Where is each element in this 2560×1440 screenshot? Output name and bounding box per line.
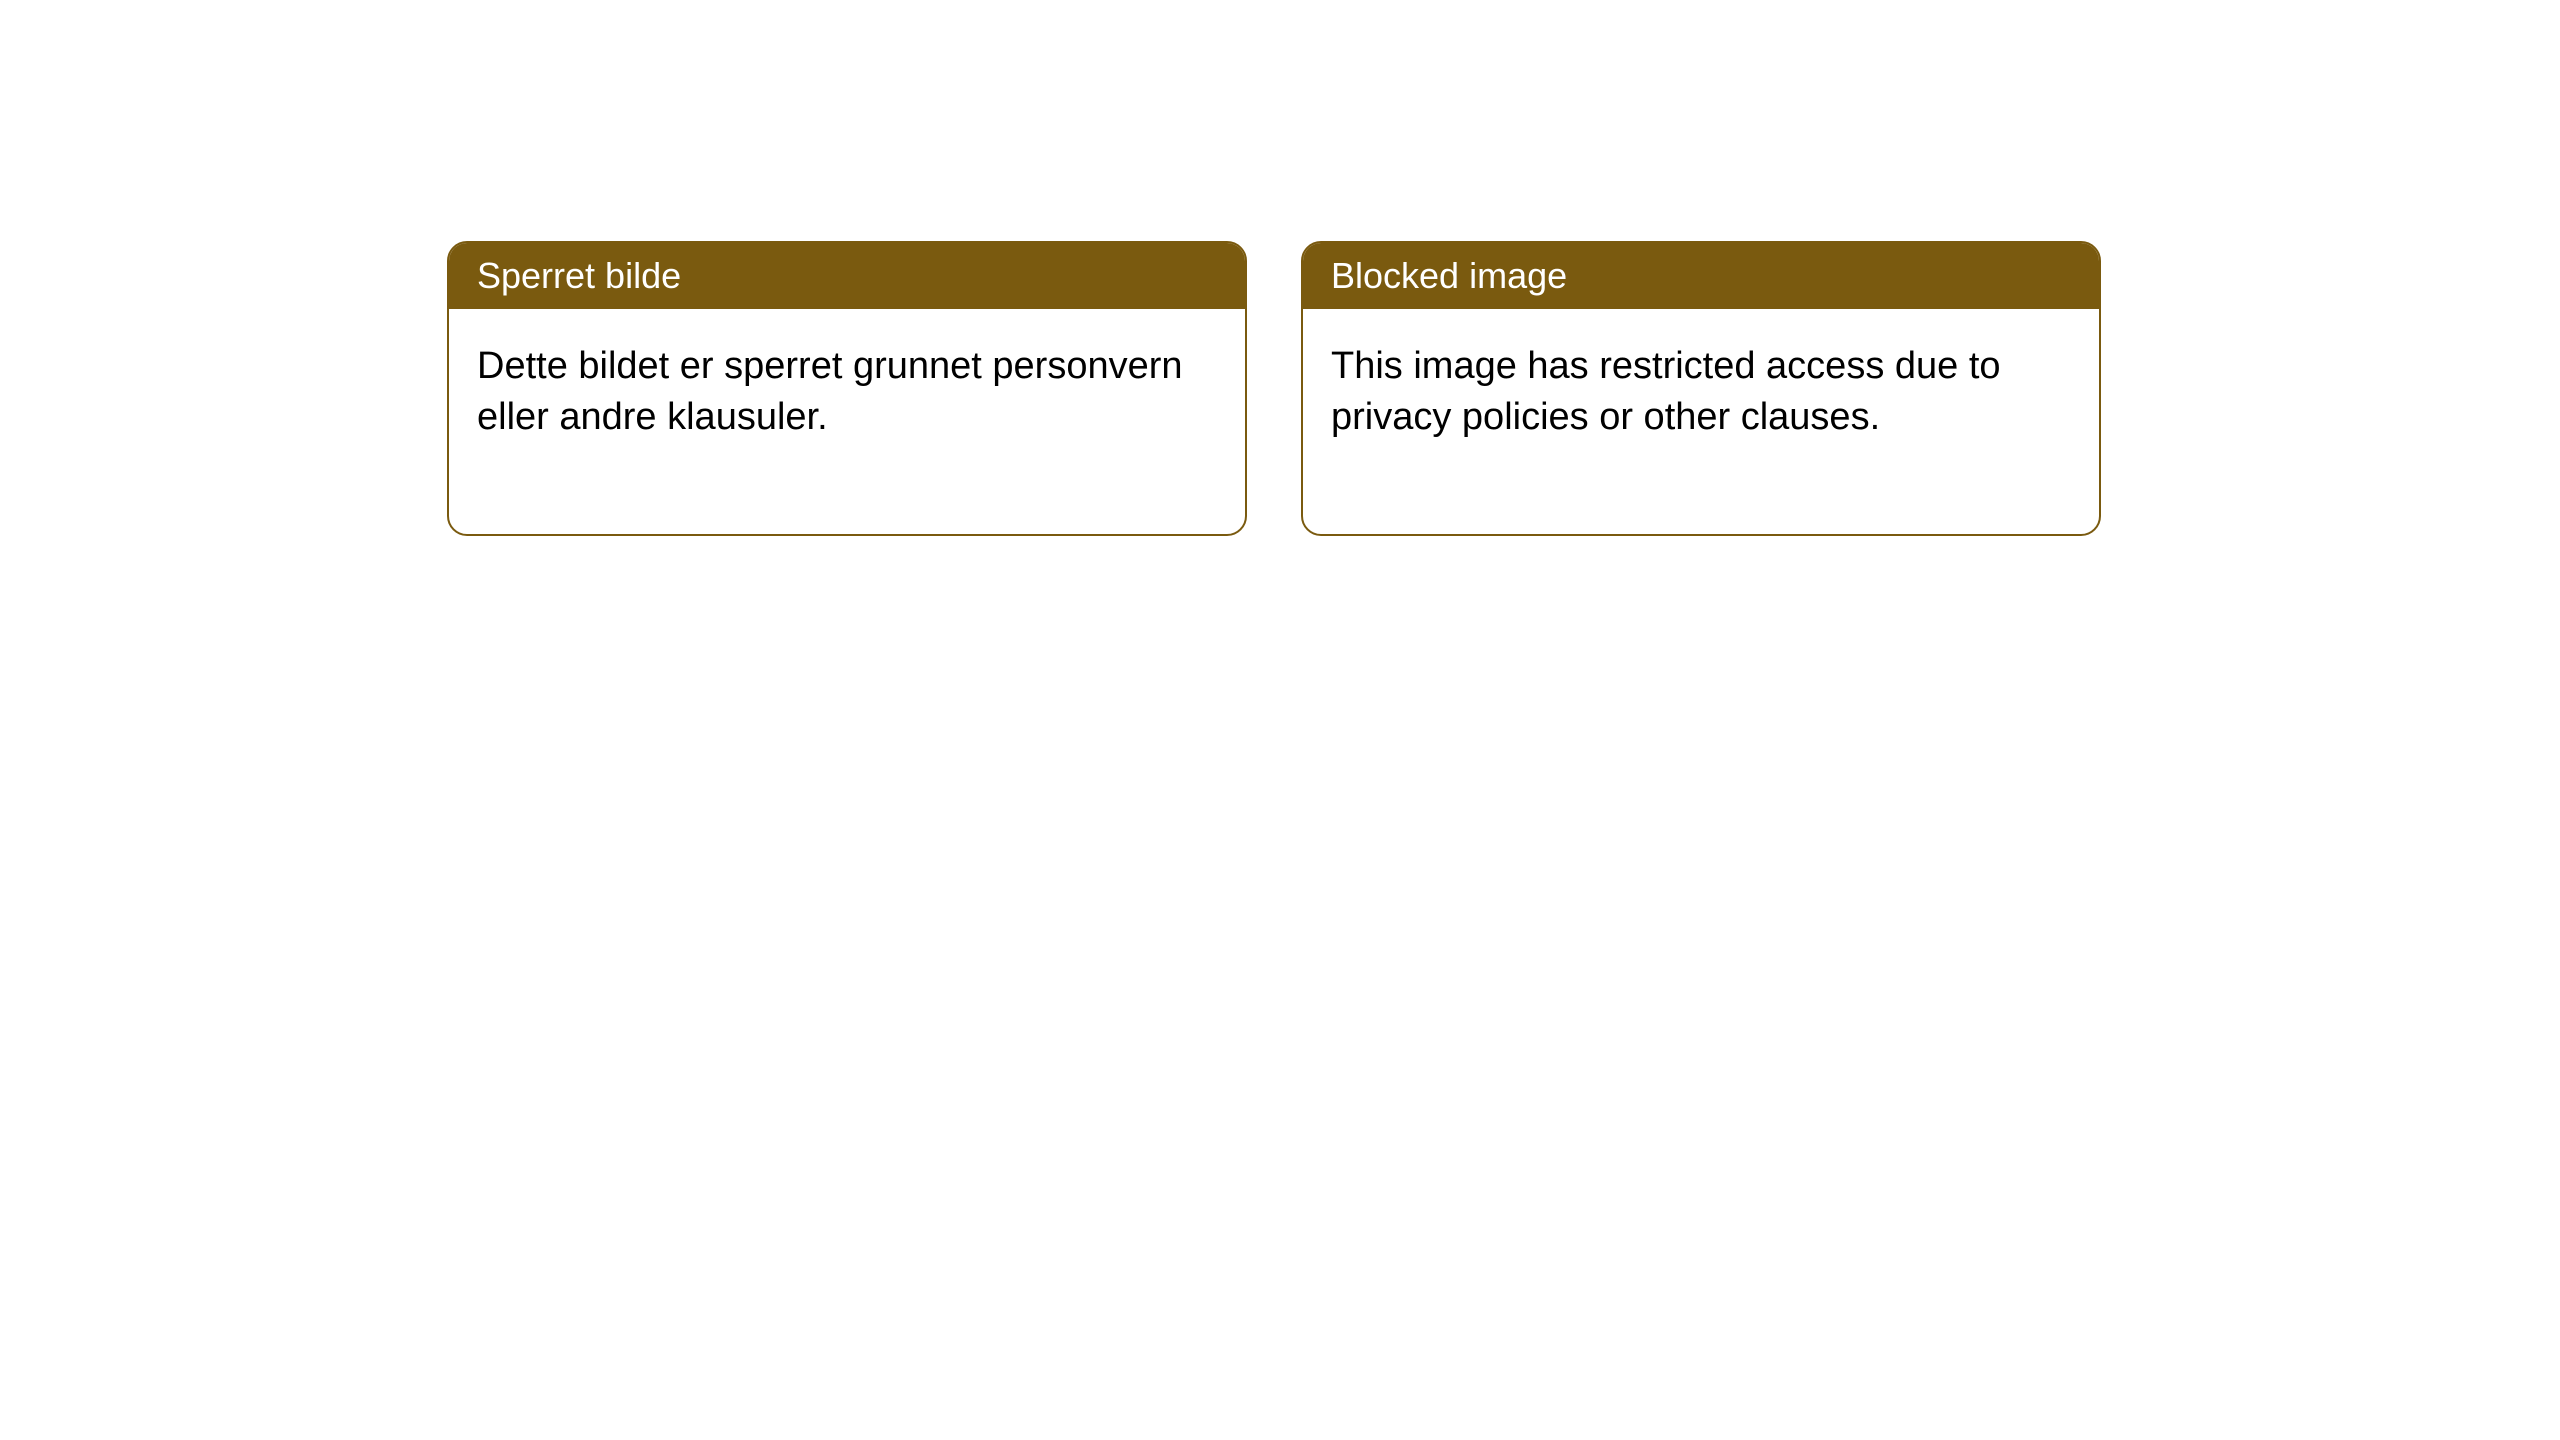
card-header: Blocked image — [1303, 243, 2099, 309]
card-body-text: This image has restricted access due to … — [1331, 345, 2001, 438]
card-body-text: Dette bildet er sperret grunnet personve… — [477, 345, 1183, 438]
card-body: Dette bildet er sperret grunnet personve… — [449, 309, 1245, 534]
card-header-title: Sperret bilde — [477, 255, 681, 296]
notice-card-english: Blocked image This image has restricted … — [1301, 241, 2101, 536]
notice-cards-container: Sperret bilde Dette bildet er sperret gr… — [0, 0, 2560, 536]
card-header: Sperret bilde — [449, 243, 1245, 309]
notice-card-norwegian: Sperret bilde Dette bildet er sperret gr… — [447, 241, 1247, 536]
card-body: This image has restricted access due to … — [1303, 309, 2099, 534]
card-header-title: Blocked image — [1331, 255, 1567, 296]
